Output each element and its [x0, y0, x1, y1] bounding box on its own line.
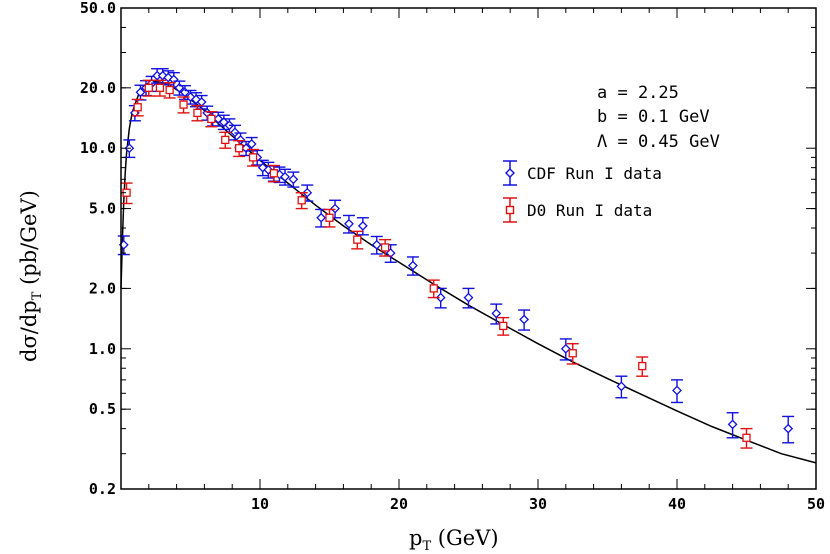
data-point — [246, 139, 257, 149]
data-point — [435, 292, 446, 303]
data-point — [230, 127, 240, 138]
x-tick-label: 30 — [529, 495, 547, 513]
data-point — [221, 135, 230, 145]
y-tick-label: 0.2 — [89, 480, 116, 498]
data-point — [407, 260, 418, 271]
data-point — [269, 169, 279, 178]
param-b: b = 0.1 GeV — [597, 107, 710, 127]
data-point — [288, 174, 299, 185]
data-point — [727, 419, 738, 430]
param-lambda: Λ = 0.45 GeV — [597, 132, 720, 152]
data-point — [463, 292, 474, 303]
legend-cdf-marker — [505, 168, 515, 178]
data-point — [165, 85, 174, 95]
legend-cdf-label: CDF Run I data — [527, 164, 662, 183]
data-point — [135, 87, 146, 98]
data-point — [783, 423, 794, 434]
data-point — [638, 361, 647, 371]
data-point — [742, 433, 751, 442]
data-point — [144, 83, 153, 92]
y-axis-label-main: dσ/dp — [17, 300, 41, 362]
y-axis-label: dσ/dpT (pb/GeV) — [17, 190, 45, 362]
y-tick-label: 10.0 — [80, 139, 116, 157]
data-point — [568, 349, 577, 358]
y-tick-label: 2.0 — [89, 279, 116, 297]
x-tick-label: 20 — [390, 495, 408, 513]
data-point — [353, 235, 362, 244]
series-cdf — [117, 68, 795, 444]
param-a: a = 2.25 — [597, 83, 679, 103]
data-point — [616, 381, 627, 392]
data-point — [248, 153, 258, 162]
data-point — [133, 103, 142, 112]
x-axis-label-sub: T — [422, 539, 431, 554]
x-axis-label: pT (GeV) — [409, 526, 499, 554]
data-point — [357, 220, 368, 231]
series-d0 — [120, 79, 753, 449]
data-point — [380, 243, 390, 252]
legend: CDF Run I data D0 Run I data — [503, 160, 662, 223]
data-point — [672, 385, 682, 396]
legend-d0-label: D0 Run I data — [527, 201, 652, 220]
data-marks — [117, 68, 795, 449]
x-tick-label: 50 — [807, 495, 825, 513]
data-point — [371, 239, 382, 250]
data-point — [560, 343, 571, 354]
data-point — [297, 196, 306, 205]
x-axis-label-main: p — [409, 526, 422, 550]
data-point — [280, 171, 290, 182]
legend-d0-marker — [505, 205, 515, 215]
y-axis-label-unit: (pb/GeV) — [17, 190, 41, 291]
data-point — [207, 114, 216, 124]
y-tick-label: 1.0 — [89, 340, 116, 358]
plot-frame — [120, 7, 817, 490]
data-point — [316, 212, 327, 223]
data-point — [179, 100, 188, 109]
y-axis-label-sub: T — [30, 291, 45, 300]
data-point — [344, 218, 354, 229]
data-point — [155, 83, 165, 92]
data-point — [519, 314, 530, 325]
data-point — [193, 108, 202, 118]
data-point — [499, 321, 508, 331]
x-axis-label-unit: (GeV) — [431, 526, 498, 550]
x-tick-label: 10 — [251, 495, 269, 513]
y-tick-label: 5.0 — [89, 200, 116, 218]
data-point — [325, 213, 334, 222]
y-tick-label: 20.0 — [80, 79, 116, 97]
axis-ticks: 10 20 30 40 50 0.2 0.5 1.0 2.0 5.0 10.0 20.0 50.0 — [80, 0, 825, 513]
x-tick-label: 40 — [668, 495, 686, 513]
data-point — [234, 144, 244, 153]
data-point — [491, 308, 502, 319]
data-point — [429, 284, 438, 293]
y-tick-label: 0.5 — [89, 400, 116, 418]
data-point — [330, 203, 340, 214]
y-tick-label: 50.0 — [80, 0, 116, 17]
